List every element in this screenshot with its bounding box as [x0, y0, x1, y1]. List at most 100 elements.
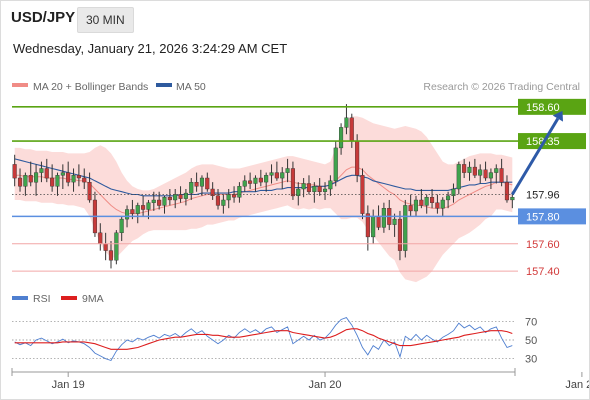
candle-body [446, 195, 451, 201]
rsi-line [14, 317, 513, 362]
rsi-ma-legend-label: 9MA [82, 293, 104, 305]
candle-body [210, 188, 215, 197]
candle-body [290, 168, 296, 197]
candle-body [269, 172, 274, 176]
x-tick-label: Jan 19 [52, 379, 85, 391]
candle-body [119, 218, 124, 234]
candle-body [76, 175, 81, 179]
candle [328, 175, 333, 196]
candle [44, 158, 49, 183]
candle-body [199, 177, 205, 187]
candle [50, 164, 55, 192]
rsi-tick-label: 50 [525, 335, 537, 347]
candle [151, 191, 156, 211]
candle-body [371, 216, 376, 238]
forecast-arrow [511, 110, 564, 196]
rsi-legend: RSI 9MA [12, 293, 104, 305]
candle-body [419, 199, 424, 206]
rsi-tick-label: 70 [525, 316, 537, 328]
candle-body [488, 172, 493, 179]
candle-body [12, 164, 17, 179]
candle-body [108, 250, 113, 261]
candle [365, 205, 370, 251]
candle [76, 164, 81, 187]
candle [189, 178, 194, 200]
candle-body [280, 172, 285, 179]
candle [28, 161, 33, 187]
candle [140, 195, 146, 217]
candle [290, 161, 296, 200]
candle-body [478, 169, 483, 176]
candle-body [510, 196, 515, 201]
candle [226, 189, 231, 209]
candle [413, 195, 419, 217]
candle [344, 104, 349, 135]
ma50-legend-swatch [156, 83, 172, 87]
candle-body [365, 213, 370, 238]
candle-body [23, 175, 28, 187]
candle-body [194, 181, 199, 187]
candle [333, 141, 338, 187]
level-157.60: 157.60 [12, 239, 560, 251]
ma20-line [14, 166, 513, 215]
candle-body [114, 232, 119, 261]
candle-body [28, 175, 33, 183]
candle-body [253, 177, 258, 184]
candle [242, 175, 247, 192]
candle-body [221, 199, 226, 206]
candle-body [34, 172, 39, 183]
candle-body [39, 168, 44, 173]
chart-header: USD/JPY 30 MIN [0, 0, 590, 38]
candle [392, 213, 397, 237]
candle [312, 182, 317, 203]
candle-body [403, 205, 408, 251]
candle-body [306, 183, 312, 192]
candle [285, 158, 290, 183]
candle [205, 172, 210, 192]
candle-body [483, 169, 488, 179]
candle-body [456, 164, 461, 190]
candle [488, 168, 493, 189]
candle-body [189, 181, 194, 194]
candle-body [333, 147, 338, 181]
rsi-ma-line [14, 328, 513, 350]
candle-body [504, 181, 510, 201]
candle [408, 194, 413, 217]
x-tick-label: Jan 21 [565, 379, 590, 391]
current-price-label: 157.96 [526, 189, 560, 201]
candle-body [50, 177, 55, 187]
candle-body [312, 186, 317, 193]
candle-body [157, 199, 162, 206]
candle [199, 175, 205, 196]
candle [306, 175, 312, 195]
candle [440, 197, 445, 217]
candle [419, 189, 424, 209]
candle-body [124, 209, 130, 220]
candle-body [231, 194, 237, 198]
price-legend: MA 20 + Bollinger Bands MA 50 Research ©… [12, 81, 580, 93]
candle [381, 202, 386, 233]
candle [194, 172, 199, 192]
candle-body [178, 194, 183, 199]
candle-body [472, 166, 477, 176]
ma20-legend-swatch [12, 83, 28, 87]
candle [108, 241, 113, 269]
candle [360, 168, 365, 220]
candle-body [242, 180, 247, 187]
candle-body [66, 172, 71, 183]
candle [296, 182, 301, 206]
candle-body [435, 202, 440, 209]
candle [258, 169, 263, 187]
candle-body [274, 172, 279, 179]
level-label: 157.60 [526, 239, 560, 251]
candle-body [317, 186, 322, 193]
candle [397, 210, 403, 261]
candle-body [408, 205, 413, 212]
candle [162, 195, 167, 214]
candle-body [215, 195, 221, 206]
candle-body [499, 168, 504, 183]
forecast-arrow-head [552, 110, 564, 122]
timeframe-button[interactable]: 30 MIN [77, 7, 134, 33]
candle-body [301, 183, 306, 190]
